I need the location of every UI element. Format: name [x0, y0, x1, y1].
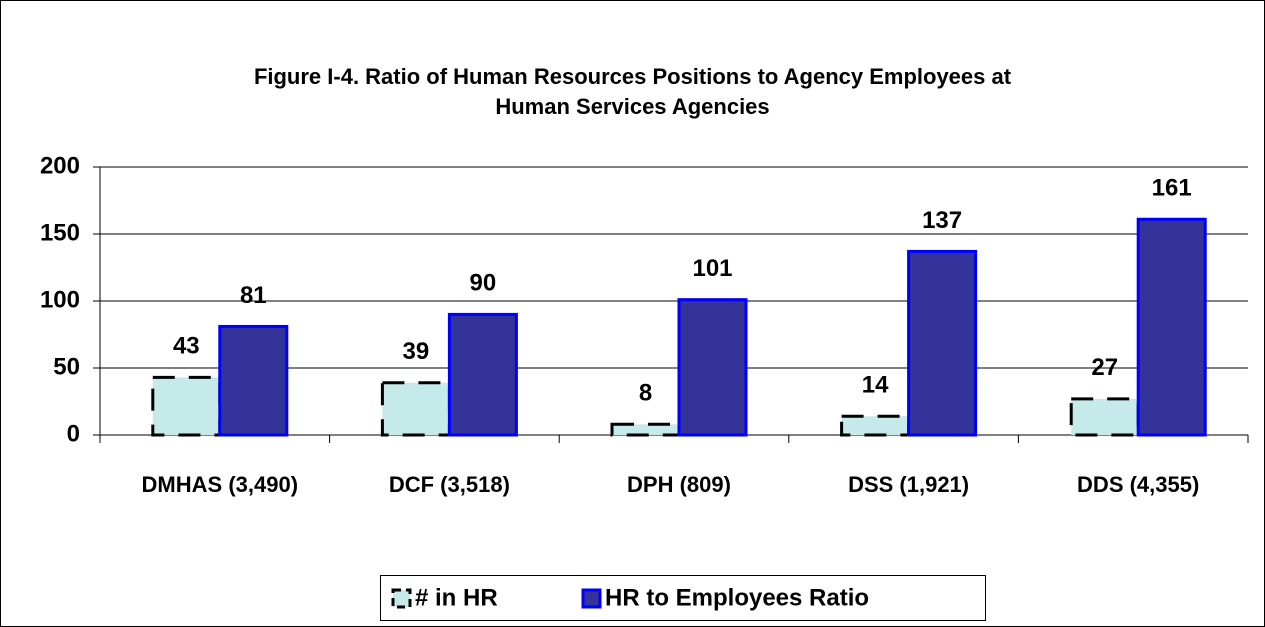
y-tick-label: 150 — [40, 219, 80, 246]
x-tick-label: DMHAS (3,490) — [141, 472, 299, 497]
bar — [151, 375, 222, 437]
value-label: 8 — [639, 380, 652, 407]
y-tick-label: 200 — [40, 152, 80, 179]
value-label: 90 — [470, 270, 497, 297]
x-tick-label: DSS (1,921) — [848, 472, 970, 497]
bar — [907, 249, 978, 437]
bar — [218, 324, 289, 437]
x-tick-label: DPH (809) — [627, 472, 731, 497]
y-tick-label: 100 — [40, 286, 80, 313]
legend-swatch — [391, 588, 412, 609]
legend-label: HR to Employees Ratio — [605, 584, 869, 611]
legend-box — [380, 575, 986, 621]
chart-title-text: Figure I-4. Ratio of Human Resources Pos… — [253, 64, 1012, 119]
value-label: 81 — [240, 282, 267, 309]
bar — [840, 414, 911, 437]
bar — [1069, 397, 1140, 437]
value-label: 137 — [922, 207, 962, 234]
bar — [380, 381, 451, 437]
bar — [1136, 217, 1207, 437]
y-tick-label: 50 — [53, 353, 80, 380]
value-label: 43 — [173, 333, 200, 360]
value-label: 39 — [403, 338, 430, 365]
value-label: 14 — [862, 372, 889, 399]
bar — [677, 298, 748, 437]
legend-label: # in HR — [415, 584, 498, 611]
value-label: 161 — [1152, 175, 1192, 202]
value-label: 101 — [692, 255, 732, 282]
bar — [447, 312, 518, 437]
legend-swatch — [581, 588, 602, 609]
x-tick-label: DCF (3,518) — [388, 472, 510, 497]
x-tick-label: DDS (4,355) — [1077, 472, 1200, 497]
bar — [610, 422, 681, 437]
y-tick-label: 0 — [67, 420, 80, 447]
chart-title: Figure I-4. Ratio of Human Resources Pos… — [0, 62, 1265, 122]
value-label: 27 — [1091, 354, 1118, 381]
